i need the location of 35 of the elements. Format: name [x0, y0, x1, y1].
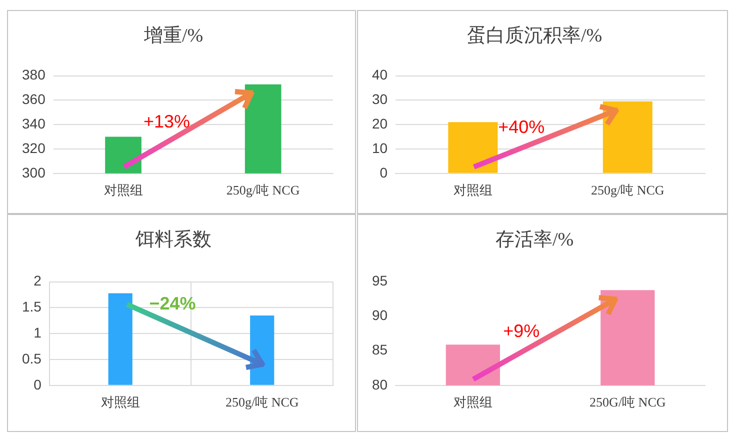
y-tick-label: 0.5: [22, 350, 42, 366]
x-tick-label: 250g/吨 NCG: [590, 182, 664, 198]
y-tick-label: 340: [22, 115, 46, 132]
chart-title: 增重/%: [142, 25, 204, 46]
y-tick-label: 0: [380, 164, 388, 180]
y-tick-label: 360: [22, 91, 46, 108]
annotation: +40%: [498, 116, 545, 137]
y-tick-label: 95: [372, 272, 388, 289]
y-tick-label: 1: [34, 324, 42, 340]
y-tick-label: 10: [372, 140, 388, 156]
y-tick-label: 1.5: [22, 298, 42, 315]
chart-title: 饵料系数: [134, 229, 212, 250]
annotation: −24%: [149, 294, 196, 314]
y-tick-label: 85: [372, 342, 388, 358]
x-tick-label: 250G/吨 NCG: [590, 394, 666, 410]
annotation: +13%: [144, 111, 190, 132]
chart-title: 存活率/%: [495, 228, 574, 250]
y-tick-label: 380: [22, 66, 46, 83]
y-tick-label: 320: [22, 140, 46, 156]
y-tick-label: 40: [372, 66, 388, 83]
chart-title: 蛋白质沉积率/%: [466, 24, 602, 46]
annotation: +9%: [503, 321, 540, 342]
y-tick-label: 300: [22, 164, 46, 180]
x-tick-label: 250g/吨 NCG: [225, 394, 299, 410]
y-tick-label: 20: [372, 115, 388, 132]
x-tick-label: 250g/吨 NCG: [226, 182, 300, 198]
x-tick-label: 对照组: [453, 182, 492, 198]
y-tick-label: 90: [372, 307, 388, 324]
x-tick-label: 对照组: [100, 394, 140, 410]
x-tick-label: 对照组: [453, 394, 492, 410]
y-tick-label: 0: [34, 376, 42, 392]
x-tick-label: 对照组: [104, 182, 143, 198]
y-tick-label: 80: [372, 376, 388, 392]
y-tick-label: 2: [34, 272, 42, 289]
y-tick-label: 30: [372, 91, 388, 108]
